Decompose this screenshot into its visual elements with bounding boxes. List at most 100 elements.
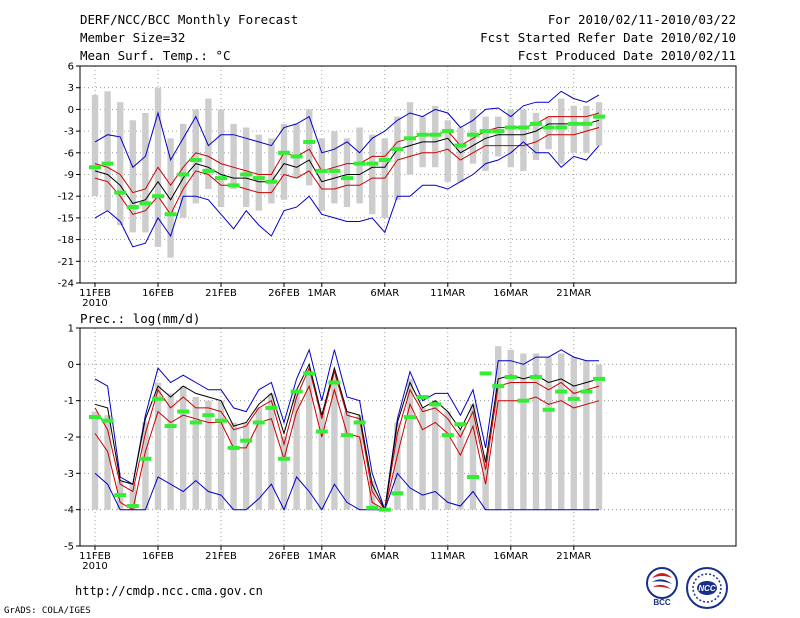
temp-ensemble-box [444, 120, 451, 182]
temp-ensemble-box [507, 109, 514, 168]
prec-observed-marker [454, 422, 467, 427]
temp-ytick-label: 3 [68, 83, 74, 94]
prec-ensemble-box [469, 404, 477, 510]
prec-observed-marker [492, 384, 505, 389]
temp-observed-marker [126, 205, 139, 210]
prec-ensemble-box [167, 393, 174, 510]
temp-observed-marker [454, 143, 467, 148]
temp-observed-marker [404, 136, 416, 141]
temp-observed-marker [315, 168, 328, 173]
prec-observed-marker [139, 456, 152, 461]
prec-observed-marker [252, 420, 265, 425]
prec-observed-marker [530, 375, 542, 380]
temp-observed-marker [341, 176, 353, 181]
temp-ytick-label: -18 [58, 235, 74, 246]
prec-ensemble-box [356, 415, 363, 510]
temp-ensemble-box [595, 102, 603, 146]
temp-xtick-label: 11FEB [79, 288, 111, 299]
temp-observed-marker [504, 125, 517, 130]
prec-ensemble-box [180, 386, 187, 510]
temp-observed-marker [567, 121, 580, 126]
temp-ensemble-box [558, 98, 565, 164]
temp-xtick-label: 21FEB [205, 288, 237, 299]
prec-observed-marker [542, 407, 555, 412]
prec-ensemble-box [268, 393, 275, 510]
prec-ytick-label: -1 [64, 396, 74, 407]
temp-observed-marker [240, 172, 253, 177]
prec-observed-marker [429, 402, 442, 407]
temp-ensemble-box [117, 102, 124, 226]
temp-ensemble-box [318, 138, 325, 211]
prec-observed-marker [328, 380, 341, 385]
precipitation-panel: -5 -4 -3 -2 -1 0 1 11FEB 16FEB 21FEB 26FEB 1MAR 6MAR… [64, 324, 737, 572]
temp-observed-marker [278, 150, 290, 155]
temp-observed-marker [101, 161, 114, 166]
member-size: Member Size=32 [80, 30, 186, 45]
temp-ensemble-box [255, 134, 262, 211]
prec-series-upper-band [94, 366, 600, 512]
temp-year-label: 2010 [82, 298, 107, 309]
prec-observed-marker [215, 418, 227, 423]
temp-ytick-label: -3 [64, 127, 74, 138]
temp-observed-marker [164, 212, 177, 217]
prec-observed-marker [555, 389, 568, 394]
temp-ensemble-box [230, 123, 237, 189]
prec-ensemble-box [520, 353, 527, 510]
prec-ensemble-box [419, 407, 426, 510]
temp-ensemble-box [394, 116, 401, 200]
temp-ensemble-box [457, 127, 464, 182]
prec-observed-marker [278, 456, 290, 461]
prec-observed-marker [517, 398, 530, 403]
bcc-logo-text: BCC [653, 598, 671, 607]
prec-xtick-label: 11MAR [430, 551, 465, 562]
forecast-period: For 2010/02/11-2010/03/22 [547, 12, 736, 27]
temp-observed-marker [114, 190, 127, 195]
temp-observed-marker [391, 147, 404, 152]
temp-observed-marker [492, 129, 505, 134]
temp-observed-marker [429, 132, 442, 137]
prec-observed-marker [416, 395, 429, 400]
temp-observed-marker [290, 154, 303, 159]
prec-year-label: 2010 [82, 561, 107, 572]
prec-ytick-label: -5 [64, 542, 74, 553]
prec-ensemble-box [545, 357, 552, 510]
temp-xtick-label: 1MAR [307, 288, 336, 299]
temp-ytick-label: -21 [58, 257, 74, 268]
temp-xtick-label: 6MAR [370, 288, 399, 299]
temp-observed-marker [328, 168, 341, 173]
prec-observed-marker [391, 491, 404, 496]
temp-ensemble-box [280, 123, 288, 200]
temp-ytick-label: 0 [68, 105, 74, 116]
temp-ensemble-box [205, 98, 212, 189]
temp-ensemble-box [495, 116, 502, 157]
temp-ytick-label: -15 [58, 213, 74, 224]
temp-ensemble-box [293, 123, 300, 179]
temp-xtick-label: 16FEB [142, 288, 174, 299]
prec-observed-marker [404, 415, 416, 420]
prec-ytick-label: 1 [68, 324, 74, 335]
prec-ensemble-box [154, 382, 162, 510]
prec-observed-marker [479, 371, 492, 376]
prec-ensemble-box [230, 422, 237, 510]
temp-ensemble-box [532, 113, 540, 161]
prec-ensemble-box [243, 422, 250, 510]
prec-xtick-label: 21MAR [556, 551, 591, 562]
temp-ensemble-box [180, 123, 187, 218]
prec-plot-frame [79, 327, 737, 547]
prec-observed-marker [126, 504, 139, 509]
temp-ensemble-box [570, 105, 577, 153]
temp-plot-frame [79, 65, 737, 284]
prec-ensemble-box [217, 400, 225, 510]
temp-observed-marker [227, 183, 240, 188]
prec-ensemble-box [583, 360, 590, 510]
temp-observed-marker [265, 179, 278, 184]
temp-ytick-label: -9 [64, 170, 74, 181]
temp-ytick-label: -12 [58, 192, 74, 203]
temp-ensemble-box [129, 120, 136, 233]
prec-observed-marker [315, 429, 328, 434]
source-url[interactable]: http://cmdp.ncc.cma.gov.cn [75, 584, 263, 598]
prec-observed-marker [202, 413, 215, 418]
prec-observed-marker [441, 433, 454, 438]
prec-ensemble-box [595, 364, 603, 510]
chart-title: DERF/NCC/BCC Monthly Forecast [80, 12, 299, 27]
